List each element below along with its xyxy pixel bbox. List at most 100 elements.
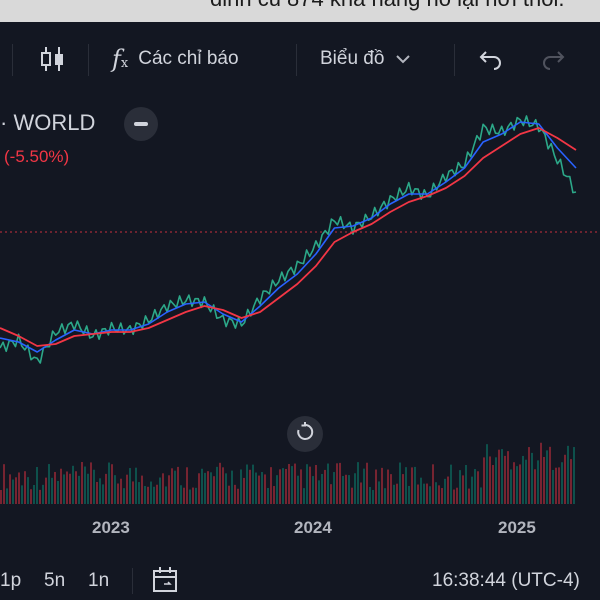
volume-bar	[537, 460, 539, 504]
volume-bar	[561, 462, 563, 504]
volume-bar	[285, 468, 287, 504]
bottom-divider	[132, 568, 133, 594]
volume-bar	[108, 462, 110, 504]
price-change: (-5.50%)	[4, 147, 70, 166]
volume-bar	[417, 484, 419, 504]
volume-bar	[216, 466, 218, 504]
volume-bar	[492, 465, 494, 504]
toolbar-divider	[12, 44, 13, 76]
fx-icon: fx	[112, 45, 129, 73]
volume-bar	[261, 472, 263, 504]
volume-bar	[51, 477, 53, 504]
volume-bar	[72, 465, 74, 504]
chart-type-button[interactable]	[38, 30, 68, 88]
volume-bar	[450, 464, 452, 504]
timeframe-5n[interactable]: 5n	[44, 570, 66, 591]
volume-bar	[453, 489, 455, 504]
volume-bar	[546, 450, 548, 504]
volume-bar	[207, 471, 209, 504]
volume-bar	[513, 462, 515, 504]
chart-toolbar: fx Các chỉ báo Biểu đồ	[0, 30, 600, 88]
volume-bar	[390, 474, 392, 504]
volume-bar	[54, 471, 56, 504]
volume-bar	[486, 444, 488, 504]
volume-bar	[138, 482, 140, 504]
chart-button[interactable]: Biểu đồ	[320, 30, 411, 88]
volume-bar	[12, 479, 14, 504]
volume-bar	[60, 468, 62, 504]
clock-time: 16:38:44 (UTC-4)	[432, 570, 580, 591]
undo-icon	[478, 48, 504, 70]
volume-bar	[570, 459, 572, 504]
volume-bar	[339, 462, 341, 504]
volume-bar	[327, 463, 329, 504]
volume-bar	[396, 483, 398, 504]
volume-bar	[231, 470, 233, 504]
volume-bar	[522, 455, 524, 504]
volume-bar	[246, 464, 248, 504]
calendar-icon	[152, 567, 182, 599]
volume-bar	[291, 466, 293, 504]
volume-bar	[15, 477, 17, 504]
volume-bar	[27, 477, 29, 504]
volume-bar	[177, 466, 179, 504]
redo-icon	[540, 48, 566, 70]
timeframe-1p[interactable]: 1p	[0, 570, 22, 591]
volume-bar	[531, 452, 533, 504]
volume-bar	[57, 480, 59, 504]
volume-bar	[465, 465, 467, 504]
volume-bar	[147, 486, 149, 504]
volume-bar	[99, 478, 101, 504]
volume-bar	[102, 484, 104, 504]
volume-bar	[135, 467, 137, 504]
volume-bar	[438, 485, 440, 504]
volume-bar	[399, 462, 401, 504]
volume-bar	[441, 488, 443, 504]
volume-bar	[288, 464, 290, 504]
volume-bar	[219, 462, 221, 504]
indicators-button[interactable]: fx Các chỉ báo	[112, 30, 239, 88]
volume-bar	[378, 481, 380, 504]
reset-chart-button[interactable]	[287, 416, 323, 452]
volume-bar	[507, 451, 509, 504]
volume-bar	[105, 473, 107, 504]
chevron-down-icon	[396, 54, 411, 64]
volume-bar	[264, 474, 266, 504]
volume-bar	[243, 477, 245, 504]
volume-bar	[363, 468, 365, 504]
date-range-button[interactable]	[152, 566, 182, 600]
toolbar-divider	[296, 44, 297, 76]
volume-bar	[519, 464, 521, 504]
volume-bar	[414, 466, 416, 504]
volume-bar	[33, 484, 35, 504]
volume-bar	[426, 483, 428, 504]
toolbar-divider	[88, 44, 89, 76]
volume-bar	[66, 471, 68, 504]
volume-bar	[345, 474, 347, 504]
volume-bar	[114, 475, 116, 504]
volume-bar	[42, 484, 44, 504]
volume-bar	[162, 473, 164, 504]
timeframe-1n[interactable]: 1n	[88, 570, 110, 591]
volume-bar	[258, 475, 260, 504]
chart-canvas[interactable]	[0, 88, 600, 508]
volume-bar	[120, 478, 122, 504]
volume-bar	[369, 487, 371, 504]
bottom-bar: 1p 5n 1n 16:38:44 (UTC-4)	[0, 562, 600, 600]
volume-bar	[18, 472, 20, 504]
redo-button[interactable]	[540, 30, 566, 88]
volume-bar	[255, 472, 257, 504]
undo-button[interactable]	[478, 30, 504, 88]
price-chart[interactable]	[0, 88, 600, 508]
volume-bar	[489, 456, 491, 504]
ma-fast-line	[0, 121, 577, 353]
volume-bar	[504, 455, 506, 504]
volume-bar	[456, 487, 458, 504]
volume-bar	[198, 473, 200, 504]
volume-bar	[141, 475, 143, 504]
volume-bar	[168, 475, 170, 504]
collapse-legend-button[interactable]	[124, 107, 158, 141]
volume-bar	[483, 457, 485, 504]
caption-strip: đỉnh cũ 874 khả năng hồ lại nơi thôi.	[0, 0, 600, 22]
volume-bar	[204, 472, 206, 504]
